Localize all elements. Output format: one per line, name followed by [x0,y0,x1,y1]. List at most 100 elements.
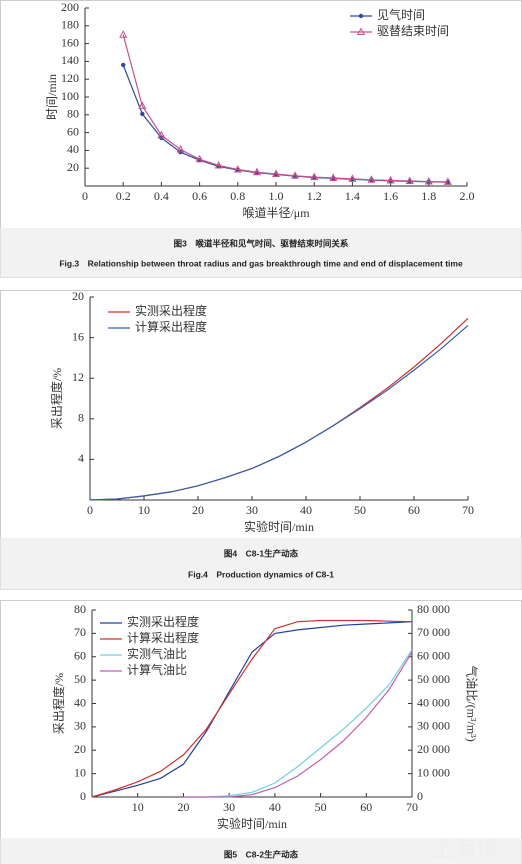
marker [233,164,242,173]
y-tick-label: 60 [67,124,79,138]
legend-label: 实测采出程度 [135,303,207,318]
x-tick-label: 2.0 [460,189,475,203]
y-tick-label: 16 [72,329,84,343]
y2-tick-label: 0 [417,789,423,803]
series-line [122,34,448,183]
y-tick-label: 40 [67,142,79,156]
y-tick-label: 140 [61,53,79,67]
x-tick-label: 0.4 [154,189,169,203]
marker [405,176,414,185]
x-tick-label: 0.6 [192,189,207,203]
y-tick-label: 40 [74,695,86,709]
marker [356,27,366,35]
y-tick-label: 200 [61,0,79,14]
y-tick-label: 120 [61,71,79,85]
y-tick-label: 70 [74,625,86,639]
marker [157,130,166,139]
x-tick-label: 0.8 [230,189,245,203]
marker [358,13,364,19]
y-tick-label: 20 [67,160,79,174]
x-tick-label: 1.8 [421,189,436,203]
caption-en: Fig.3 Relationship between throat radius… [59,258,463,268]
y2-tick-label: 50 000 [417,672,450,686]
y-tick-label: 80 [74,602,86,616]
marker [252,167,261,176]
series-line [183,651,413,798]
x-tick-label: 10 [132,800,144,814]
caption-band [0,838,522,864]
x-tick-label: 1.0 [269,189,284,203]
marker [138,101,147,109]
y-tick-label: 0 [80,789,86,803]
x-tick-label: 30 [223,800,235,814]
marker [214,160,223,169]
y2-axis-label: 气油比/(m³/m³) [464,665,479,742]
marker [119,30,128,38]
y-tick-label: 160 [61,35,79,49]
x-tick-label: 60 [408,503,420,517]
marker [310,172,319,181]
watermark: 上海请 [432,838,498,863]
marker [443,177,452,185]
y-axis-label: 采出程度/% [49,368,64,429]
y-tick-label: 20 [72,289,84,303]
y-tick-label: 50 [74,672,86,686]
y-tick-label: 20 [74,742,86,756]
y2-tick-label: 30 000 [417,719,450,733]
x-tick-label: 1.4 [345,189,360,203]
caption: 图3 喉道半径和见气时间、驱替结束时间关系 [174,238,349,248]
marker [195,154,204,163]
y2-tick-label: 10 000 [417,765,450,779]
y-tick-label: 180 [61,18,79,32]
series-line [91,621,413,798]
x-tick-label: 70 [406,800,418,814]
y-tick-label: 4 [78,451,84,465]
x-axis-label: 喉道半径/μm [242,206,310,220]
legend-label: 实测气油比 [127,646,187,661]
y2-tick-label: 60 000 [417,649,450,663]
x-tick-label: 0 [82,189,88,203]
y-tick-label: 10 [74,765,86,779]
y-tick-label: 12 [72,370,84,384]
x-tick-label: 20 [192,503,204,517]
y-tick-label: 100 [61,89,79,103]
x-tick-label: 0.2 [116,189,131,203]
x-tick-label: 70 [462,503,474,517]
legend-label: 见气时间 [377,7,425,22]
x-axis-label: 实验时间/min [217,816,287,831]
series-line [89,324,469,501]
y-tick-label: 80 [67,107,79,121]
caption-band [0,228,522,278]
x-tick-label: 40 [300,503,312,517]
marker [121,62,126,68]
marker [386,175,395,184]
marker [329,173,338,181]
series-line [91,619,413,798]
marker [348,174,357,182]
x-axis-label: 实验时间/min [244,519,314,534]
x-tick-label: 10 [138,503,150,517]
y-tick-label: 60 [74,649,86,663]
y2-tick-label: 40 000 [417,695,450,709]
marker [140,111,145,117]
legend-label: 计算采出程度 [135,319,207,334]
y-tick-label: 8 [78,411,84,425]
marker [271,169,281,177]
y2-tick-label: 20 000 [417,742,450,756]
caption-band [0,538,522,590]
y2-tick-label: 70 000 [417,625,450,639]
caption: 图5 C8-2生产动态 [224,849,299,859]
x-tick-label: 50 [354,503,366,517]
x-tick-label: 1.2 [307,189,322,203]
legend-label: 实测采出程度 [127,614,199,629]
y-axis-label: 时间/min [45,74,59,120]
marker [367,175,376,183]
series-line [183,649,413,798]
x-tick-label: 60 [360,800,372,814]
x-tick-label: 50 [315,800,327,814]
caption-en: Fig.4 Production dynamics of C8-1 [188,569,334,579]
legend-label: 驱替结束时间 [377,24,449,38]
y-axis-label: 采出程度/% [51,673,66,734]
x-tick-label: 1.6 [383,189,398,203]
